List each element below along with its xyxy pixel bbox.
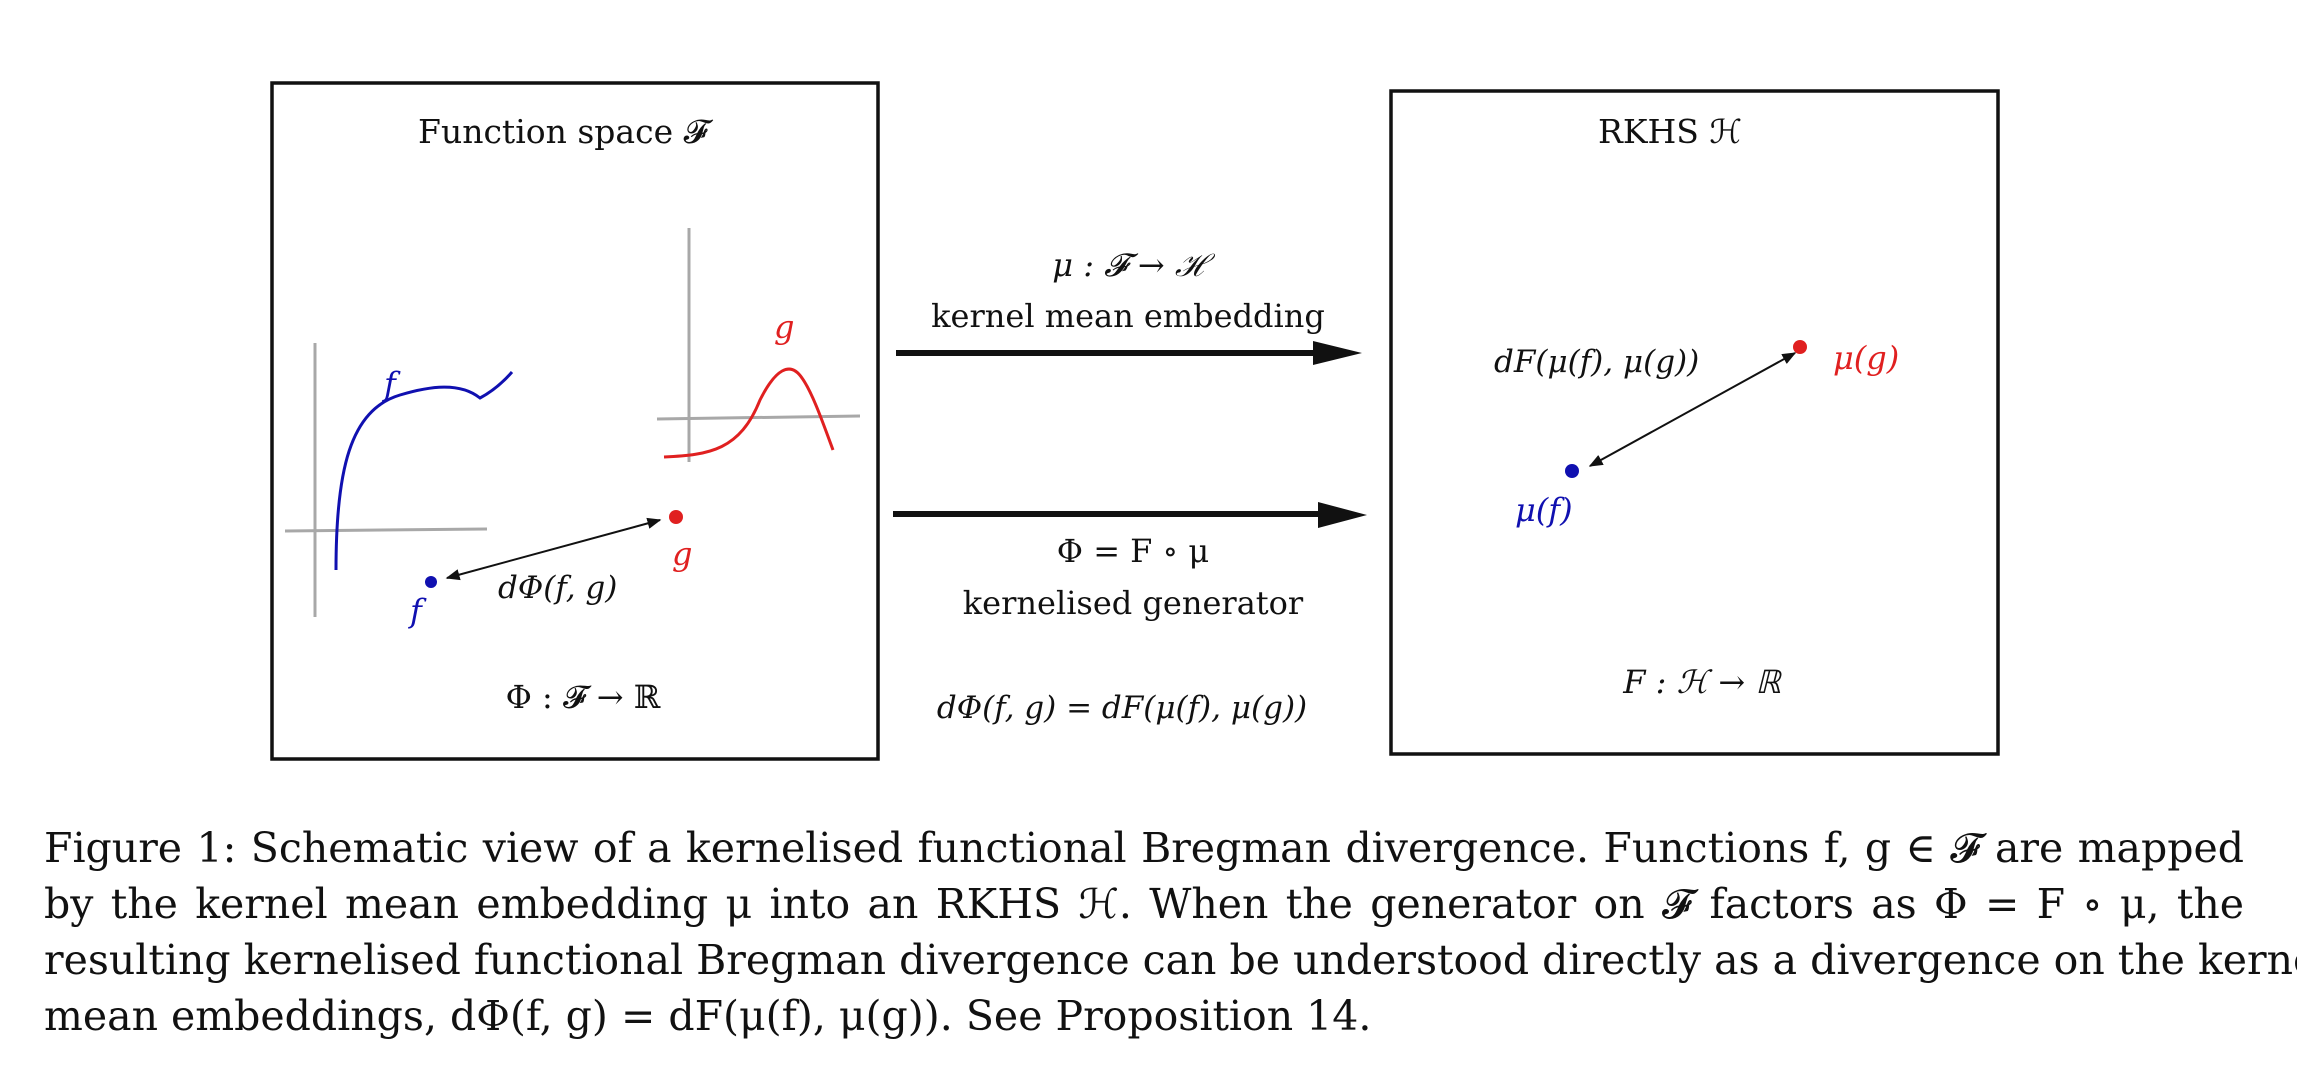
point-mu-f-label: μ(f) bbox=[1515, 491, 1573, 529]
figure-caption: Figure 1: Schematic view of a kernelised… bbox=[44, 820, 2297, 1044]
left-distance-label: dΦ(f, g) bbox=[498, 570, 617, 606]
caption-line-4: mean embeddings, dΦ(f, g) = dF(μ(f), μ(g… bbox=[44, 992, 1372, 1040]
g-axis-horizontal bbox=[656, 414, 861, 421]
point-f bbox=[425, 576, 437, 588]
embedding-arrow-math: μ : 𝓕 → ℋ bbox=[1052, 246, 1216, 284]
f-curve bbox=[334, 371, 514, 571]
g-curve bbox=[663, 367, 835, 459]
point-g bbox=[669, 510, 683, 524]
divergence-identity: dΦ(f, g) = dF(μ(f), μ(g)) bbox=[937, 690, 1307, 726]
f-curve-label: f bbox=[382, 365, 401, 403]
point-g-label: g bbox=[672, 535, 692, 573]
f-axis-horizontal bbox=[284, 527, 488, 533]
right-generator-label: F : ℋ → ℝ bbox=[1622, 663, 1782, 701]
right-panel-title: RKHS ℋ bbox=[1598, 112, 1742, 151]
left-panel-title: Function space 𝓕 bbox=[418, 112, 714, 151]
caption-line-3: resulting kernelised functional Bregman … bbox=[44, 936, 2297, 984]
left-distance-arrow bbox=[445, 517, 662, 581]
embedding-arrow-text: kernel mean embedding bbox=[931, 297, 1325, 335]
point-mu-g bbox=[1793, 340, 1807, 354]
point-mu-f bbox=[1565, 464, 1579, 478]
point-mu-g-label: μ(g) bbox=[1833, 339, 1899, 377]
point-f-label: f bbox=[408, 592, 427, 630]
generator-arrow-math: Φ = F ∘ μ bbox=[1057, 532, 1209, 570]
g-curve-label: g bbox=[774, 308, 794, 346]
right-distance-arrow bbox=[1588, 352, 1797, 467]
figure: Function space 𝓕 f g g f dΦ(f, g) Φ : 𝓕 … bbox=[270, 81, 2000, 761]
left-panel-frame bbox=[270, 81, 880, 761]
right-panel-frame bbox=[1389, 89, 2000, 756]
embedding-arrowhead bbox=[1313, 341, 1362, 365]
right-distance-label: dF(μ(f), μ(g)) bbox=[1494, 344, 1699, 380]
caption-line-2: by the kernel mean embedding μ into an R… bbox=[44, 880, 2244, 928]
left-generator-label: Φ : 𝓕 → ℝ bbox=[506, 678, 661, 716]
generator-arrowhead bbox=[1318, 502, 1367, 528]
caption-line-1: Figure 1: Schematic view of a kernelised… bbox=[44, 824, 2244, 872]
generator-arrow-text: kernelised generator bbox=[963, 584, 1304, 622]
